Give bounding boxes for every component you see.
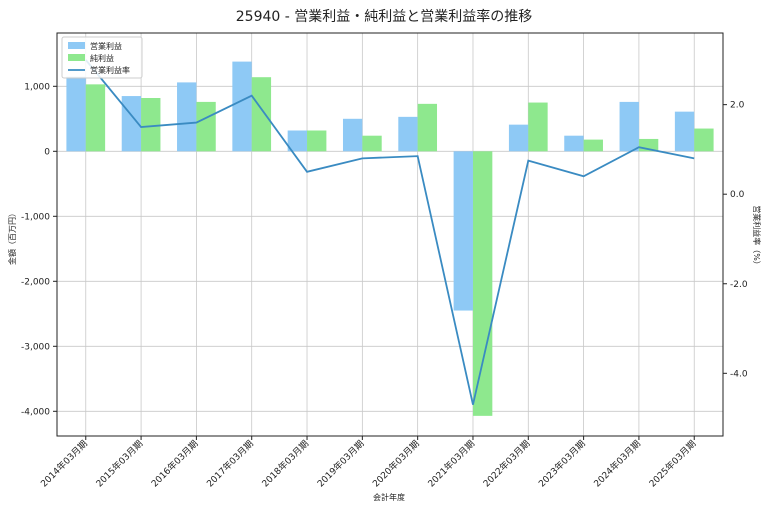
- legend-label: 純利益: [90, 53, 114, 63]
- bar-net-profit: [196, 101, 216, 152]
- x-tick-label: 2023年03月期: [536, 438, 588, 490]
- legend-label: 営業利益率: [90, 65, 130, 75]
- line-series: [85, 59, 695, 405]
- y-tick-label: 1,000: [24, 82, 50, 92]
- bar-operating-profit: [674, 111, 695, 152]
- bar-net-profit: [307, 130, 327, 152]
- bar-operating-profit: [66, 76, 86, 152]
- bar-net-profit: [85, 84, 106, 152]
- bar-net-profit: [694, 128, 714, 152]
- x-tick-label: 2015年03月期: [93, 438, 145, 490]
- legend-label: 営業利益: [90, 41, 122, 51]
- grid: [57, 33, 723, 436]
- x-tick-label: 2024年03月期: [591, 438, 643, 490]
- x-axis-label: 会計年度: [373, 492, 405, 502]
- x-tick-label: 2018年03月期: [259, 438, 311, 490]
- bar-net-profit: [417, 103, 438, 152]
- x-tick-label: 2014年03月期: [38, 438, 90, 490]
- bar-net-profit: [583, 139, 603, 152]
- y-axis-right: -4.0 -2.0 0.0 2.0: [723, 101, 748, 379]
- y-axis-label: 金額（百万円）: [7, 209, 17, 265]
- y2-tick-label: 2.0: [730, 101, 745, 111]
- legend-swatch: [68, 42, 85, 49]
- y-tick-label: 0: [44, 147, 50, 157]
- bar-net-profit: [528, 102, 548, 152]
- bar-operating-profit: [619, 101, 639, 152]
- plot-frame: [56, 32, 724, 437]
- y-tick-label: -3,000: [21, 342, 50, 352]
- y2-tick-label: -4.0: [730, 369, 748, 379]
- legend-swatch: [68, 54, 85, 61]
- y-tick-label: -4,000: [21, 407, 50, 417]
- bars: [66, 61, 714, 416]
- bar-operating-profit: [564, 135, 584, 152]
- bar-operating-profit: [232, 61, 252, 152]
- bar-operating-profit: [398, 116, 418, 152]
- x-axis: 2014年03月期 2015年03月期 2016年03月期 2017年03月期 2018…: [38, 436, 698, 490]
- bar-net-profit: [362, 135, 382, 152]
- y2-tick-label: 0.0: [730, 190, 745, 200]
- x-tick-label: 2020年03月期: [370, 438, 422, 490]
- x-tick-label: 2022年03月期: [481, 438, 533, 490]
- bar-operating-profit: [287, 130, 308, 152]
- bar-operating-profit: [177, 82, 197, 152]
- y2-axis-label: 営業利益率（%）: [752, 205, 762, 269]
- bar-net-profit: [472, 151, 493, 416]
- y-tick-label: -1,000: [21, 212, 50, 222]
- bar-operating-profit: [342, 118, 363, 152]
- y2-tick-label: -2.0: [730, 280, 748, 290]
- y-tick-label: -2,000: [21, 277, 50, 287]
- bar-operating-profit: [453, 151, 473, 311]
- x-tick-label: 2021年03月期: [425, 438, 477, 490]
- bar-net-profit: [251, 77, 272, 152]
- operating-margin-line: [85, 59, 695, 405]
- x-tick-label: 2017年03月期: [204, 438, 256, 490]
- bar-net-profit: [141, 98, 161, 152]
- y-axis-left: -4,000 -3,000 -2,000 -1,000 0 1,000: [21, 82, 57, 417]
- x-tick-label: 2025年03月期: [646, 438, 698, 490]
- chart-title: 25940 - 営業利益・純利益と営業利益率の推移: [236, 8, 533, 25]
- x-tick-label: 2019年03月期: [315, 438, 367, 490]
- bar-operating-profit: [508, 124, 529, 152]
- x-tick-label: 2016年03月期: [149, 438, 201, 490]
